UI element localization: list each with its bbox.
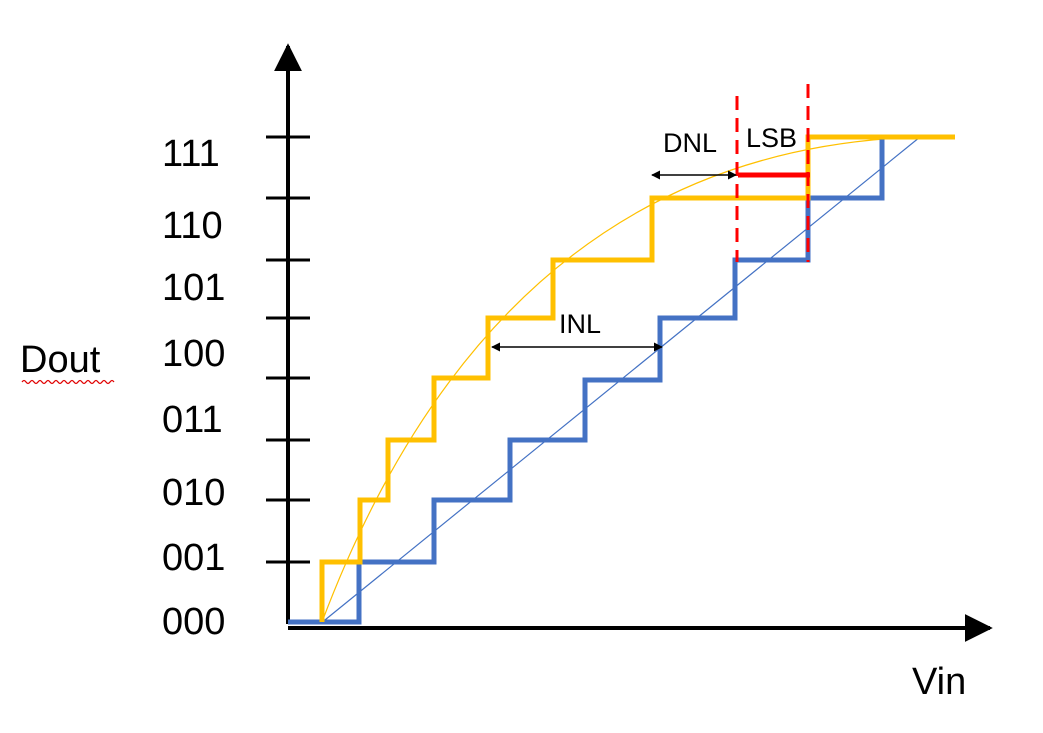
code-label-000: 000 [162,601,225,643]
code-labels: 000 001 010 011 100 101 110 111 [162,133,225,643]
y-ticks [266,135,310,564]
code-label-010: 010 [162,472,225,514]
ideal-staircase [288,134,952,625]
code-label-001: 001 [162,537,225,579]
lsb-label: LSB [746,123,797,153]
actual-transfer-curve [321,136,921,623]
code-label-101: 101 [162,267,225,309]
x-axis-title: Vin [912,661,966,703]
code-label-110: 110 [162,205,223,247]
code-label-100: 100 [162,333,225,375]
dnl-label: DNL [663,128,717,158]
actual-staircase [319,134,955,622]
code-label-011: 011 [162,399,223,441]
spellcheck-underline [21,379,115,385]
inl-label: INL [559,309,601,339]
code-label-111: 111 [162,133,220,175]
y-axis-title: Dout [20,339,101,381]
